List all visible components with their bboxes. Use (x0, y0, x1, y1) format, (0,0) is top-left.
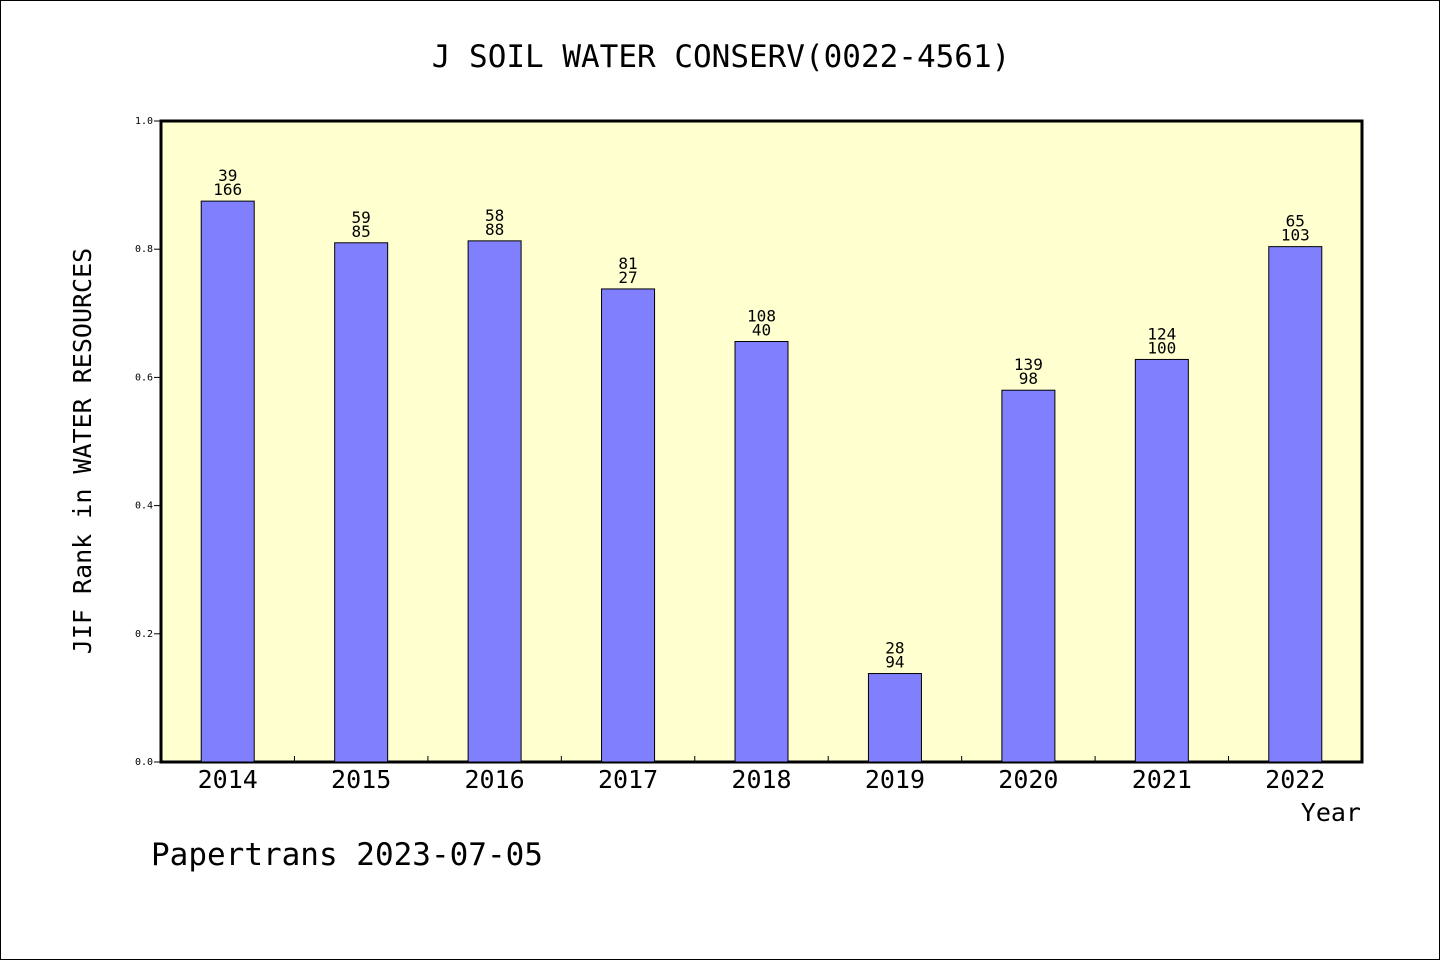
x-tick-label: 2021 (1132, 765, 1192, 794)
y-tick-label: 1.0 (135, 116, 153, 127)
bar-label-top: 81 (618, 254, 637, 273)
bar-label-top: 28 (885, 639, 904, 658)
bar-label-bottom: 103 (1281, 226, 1310, 245)
bar-label-top: 59 (352, 208, 371, 227)
bar-label-bottom: 27 (618, 268, 637, 287)
y-axis-label: JIF Rank in WATER RESOURCES (68, 248, 97, 654)
bar-label-top: 65 (1286, 212, 1305, 231)
bar (1134, 358, 1189, 763)
x-tick-label: 2020 (998, 765, 1058, 794)
bar-label-bottom: 85 (352, 222, 371, 241)
y-tick-label: 0.4 (135, 501, 153, 512)
bar-label-bottom: 88 (485, 220, 504, 239)
y-tick-label: 0.6 (135, 372, 153, 383)
y-tick-label: 0.8 (135, 244, 153, 255)
x-tick-label: 2017 (598, 765, 658, 794)
x-axis: 2014 2015 2016 2017 2018 2019 2020 2021 2022 (198, 756, 1325, 794)
x-tick-label: 2014 (198, 765, 258, 794)
bar-label-bottom: 40 (752, 321, 771, 340)
footer-credit: Papertrans 2023-07-05 (151, 837, 543, 873)
bar-label-top: 139 (1014, 355, 1043, 374)
x-tick-label: 2016 (465, 765, 525, 794)
bar-label-top: 58 (485, 206, 504, 225)
bar (1001, 389, 1056, 763)
bar-label-top: 108 (747, 307, 776, 326)
x-axis-label: Year (1301, 798, 1361, 827)
bar (867, 673, 922, 763)
bar-label-bottom: 98 (1019, 369, 1038, 388)
bar (467, 240, 522, 763)
bar-label-bottom: 100 (1147, 338, 1176, 357)
x-tick-label: 2019 (865, 765, 925, 794)
bar (1268, 246, 1323, 763)
x-tick-label: 2015 (331, 765, 391, 794)
bar-label-top: 124 (1147, 324, 1176, 343)
bar-label-bottom: 94 (885, 653, 904, 672)
y-axis: 0.0 0.2 0.4 0.6 0.8 1.0 (135, 116, 161, 768)
bar-label-bottom: 166 (213, 180, 242, 199)
y-tick-label: 0.2 (135, 629, 153, 640)
bar (200, 200, 255, 763)
x-tick-label: 2018 (731, 765, 791, 794)
bar (334, 242, 389, 763)
x-tick-label: 2022 (1265, 765, 1325, 794)
bar (734, 341, 789, 763)
bar-label-top: 39 (218, 166, 237, 185)
bar (601, 288, 656, 763)
chart-title: J SOIL WATER CONSERV(0022-4561) (432, 39, 1011, 75)
y-tick-label: 0.0 (135, 757, 153, 768)
